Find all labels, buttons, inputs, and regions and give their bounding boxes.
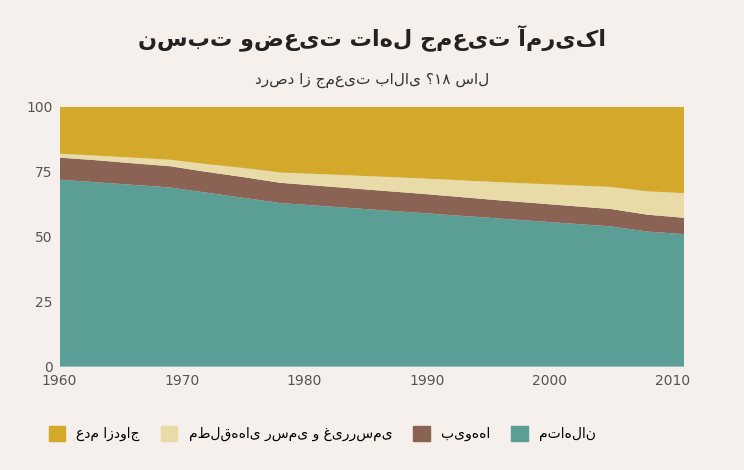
Text: نسبت وضعیت تاهل جمعیت آمریکا: نسبت وضعیت تاهل جمعیت آمریکا [138, 24, 606, 51]
Legend: عدم ازدواج, مطلقه‌های رسمی و غیررسمی, بیوه‌ها, متاهلان: عدم ازدواج, مطلقه‌های رسمی و غیررسمی, بی… [43, 421, 601, 447]
Text: درصد از جمعیت بالای ؟۱۸ سال: درصد از جمعیت بالای ؟۱۸ سال [255, 72, 489, 87]
